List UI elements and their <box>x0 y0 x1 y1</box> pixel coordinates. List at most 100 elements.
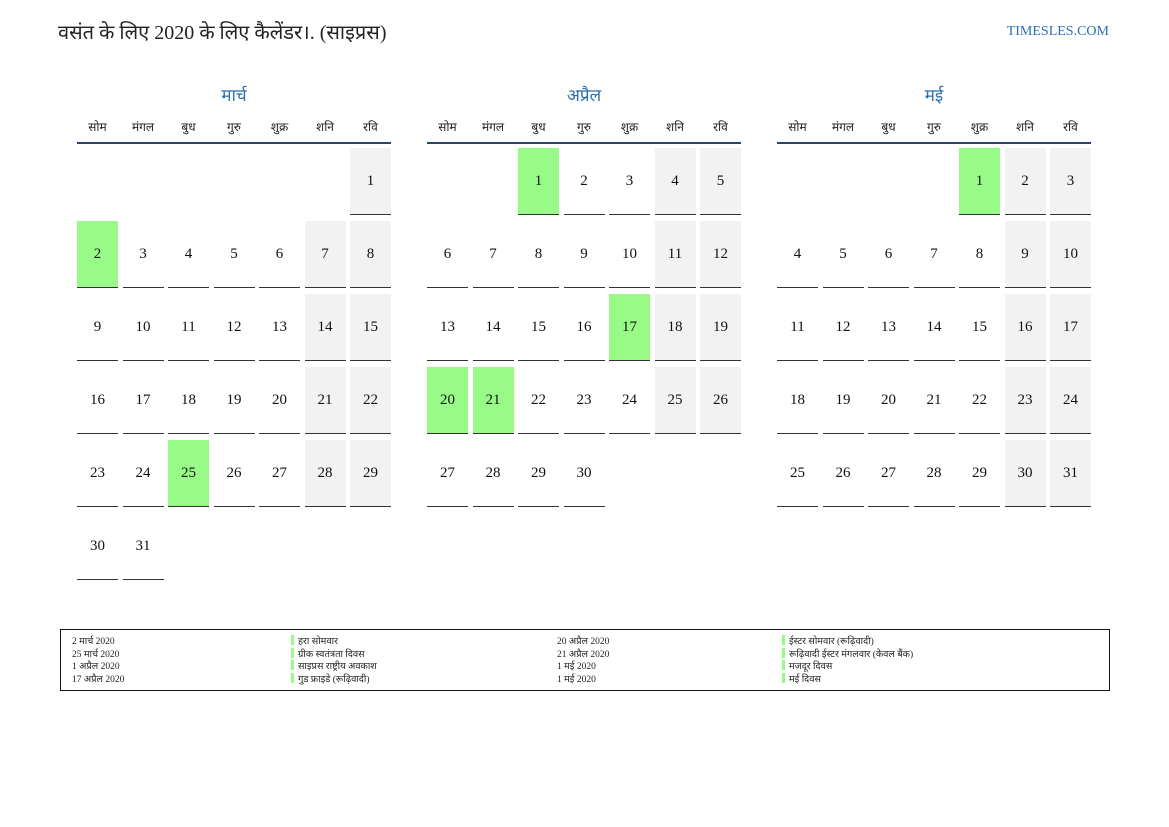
day-cell[interactable]: 12 <box>822 294 864 361</box>
day-cell[interactable]: 26 <box>213 440 255 507</box>
legend-name: मजदूर दिवस <box>789 662 833 673</box>
day-cell[interactable]: 19 <box>213 367 255 434</box>
day-cell[interactable]: 3 <box>122 221 164 288</box>
day-cell[interactable]: 29 <box>959 440 1000 507</box>
day-cell[interactable]: 14 <box>304 294 346 361</box>
day-cell[interactable]: 26 <box>822 440 864 507</box>
day-cell[interactable]: 22 <box>518 367 559 434</box>
day-cell[interactable]: 24 <box>609 367 650 434</box>
day-cell[interactable]: 24 <box>122 440 164 507</box>
day-cell[interactable]: 23 <box>77 440 118 507</box>
day-cell[interactable]: 7 <box>472 221 514 288</box>
day-cell[interactable]: 18 <box>777 367 818 434</box>
legend-name: रूढ़िवादी ईस्टर मंगलवार (केवल बैंक) <box>789 649 914 660</box>
day-cell[interactable]: 25 <box>168 440 209 507</box>
day-cell[interactable]: 5 <box>213 221 255 288</box>
day-cell[interactable]: 27 <box>259 440 300 507</box>
day-cell[interactable]: 15 <box>959 294 1000 361</box>
day-cell[interactable]: 12 <box>700 221 741 288</box>
day-cell[interactable]: 19 <box>822 367 864 434</box>
day-cell[interactable]: 10 <box>122 294 164 361</box>
day-cell[interactable]: 14 <box>913 294 955 361</box>
day-cell[interactable]: 9 <box>1004 221 1046 288</box>
day-cell[interactable]: 16 <box>1004 294 1046 361</box>
day-cell[interactable]: 11 <box>777 294 818 361</box>
day-cell[interactable]: 14 <box>472 294 514 361</box>
day-cell[interactable]: 8 <box>518 221 559 288</box>
day-cell[interactable]: 6 <box>259 221 300 288</box>
day-cell[interactable]: 13 <box>427 294 468 361</box>
day-cell[interactable]: 20 <box>259 367 300 434</box>
day-cell[interactable]: 16 <box>563 294 605 361</box>
day-cell[interactable]: 21 <box>913 367 955 434</box>
day-cell[interactable]: 22 <box>959 367 1000 434</box>
day-cell[interactable]: 8 <box>959 221 1000 288</box>
day-cell[interactable]: 31 <box>122 513 164 580</box>
day-cell[interactable]: 20 <box>427 367 468 434</box>
day-cell[interactable]: 13 <box>259 294 300 361</box>
day-cell[interactable]: 12 <box>213 294 255 361</box>
weekday: शुक्र <box>620 120 639 134</box>
legend-name: गुड फ्राइडे (रूढ़िवादी) <box>298 674 370 685</box>
day-cell[interactable]: 4 <box>168 221 209 288</box>
day-cell[interactable]: 6 <box>427 221 468 288</box>
day-cell[interactable]: 31 <box>1050 440 1091 507</box>
day-cell[interactable]: 20 <box>868 367 909 434</box>
day-cell[interactable]: 30 <box>563 440 605 507</box>
day-cell[interactable]: 7 <box>304 221 346 288</box>
day-cell[interactable]: 1 <box>350 148 391 215</box>
day-cell[interactable]: 11 <box>168 294 209 361</box>
day-cell[interactable]: 21 <box>472 367 514 434</box>
day-cell[interactable]: 8 <box>350 221 391 288</box>
day-cell[interactable]: 9 <box>77 294 118 361</box>
day-cell[interactable]: 5 <box>700 148 741 215</box>
day-cell[interactable]: 7 <box>913 221 955 288</box>
weekday: बुध <box>881 120 896 134</box>
day-cell[interactable]: 26 <box>700 367 741 434</box>
day-cell[interactable]: 30 <box>77 513 118 580</box>
day-cell[interactable]: 30 <box>1004 440 1046 507</box>
day-cell[interactable]: 21 <box>304 367 346 434</box>
day-cell[interactable]: 18 <box>654 294 696 361</box>
day-cell[interactable]: 16 <box>77 367 118 434</box>
day-cell[interactable]: 10 <box>1050 221 1091 288</box>
day-cell[interactable]: 23 <box>563 367 605 434</box>
day-cell[interactable]: 23 <box>1004 367 1046 434</box>
day-cell[interactable]: 27 <box>427 440 468 507</box>
day-cell[interactable]: 15 <box>350 294 391 361</box>
day-cell[interactable]: 2 <box>563 148 605 215</box>
day-cell[interactable]: 9 <box>563 221 605 288</box>
day-cell[interactable]: 13 <box>868 294 909 361</box>
day-cell[interactable]: 17 <box>609 294 650 361</box>
day-cell[interactable]: 18 <box>168 367 209 434</box>
day-cell[interactable]: 10 <box>609 221 650 288</box>
day-cell[interactable]: 27 <box>868 440 909 507</box>
weekday: सोम <box>88 120 107 134</box>
day-cell[interactable]: 3 <box>609 148 650 215</box>
day-cell[interactable]: 2 <box>1004 148 1046 215</box>
day-cell[interactable]: 28 <box>304 440 346 507</box>
day-cell[interactable]: 4 <box>777 221 818 288</box>
day-cell[interactable]: 28 <box>472 440 514 507</box>
day-cell[interactable]: 29 <box>518 440 559 507</box>
day-cell[interactable]: 1 <box>518 148 559 215</box>
site-link[interactable]: TIMESLES.COM <box>1006 24 1109 39</box>
day-cell[interactable]: 25 <box>654 367 696 434</box>
day-cell[interactable]: 22 <box>350 367 391 434</box>
day-cell[interactable]: 5 <box>822 221 864 288</box>
day-cell[interactable]: 4 <box>654 148 696 215</box>
day-cell[interactable]: 15 <box>518 294 559 361</box>
day-cell[interactable]: 1 <box>959 148 1000 215</box>
day-cell[interactable]: 25 <box>777 440 818 507</box>
day-cell[interactable]: 24 <box>1050 367 1091 434</box>
day-cell[interactable]: 3 <box>1050 148 1091 215</box>
day-cell[interactable]: 28 <box>913 440 955 507</box>
day-cell[interactable]: 2 <box>77 221 118 288</box>
day-cell[interactable]: 19 <box>700 294 741 361</box>
day-cell[interactable]: 29 <box>350 440 391 507</box>
day-cell[interactable]: 17 <box>1050 294 1091 361</box>
day-cell[interactable]: 17 <box>122 367 164 434</box>
day-cell[interactable]: 11 <box>654 221 696 288</box>
day-cell[interactable]: 6 <box>868 221 909 288</box>
